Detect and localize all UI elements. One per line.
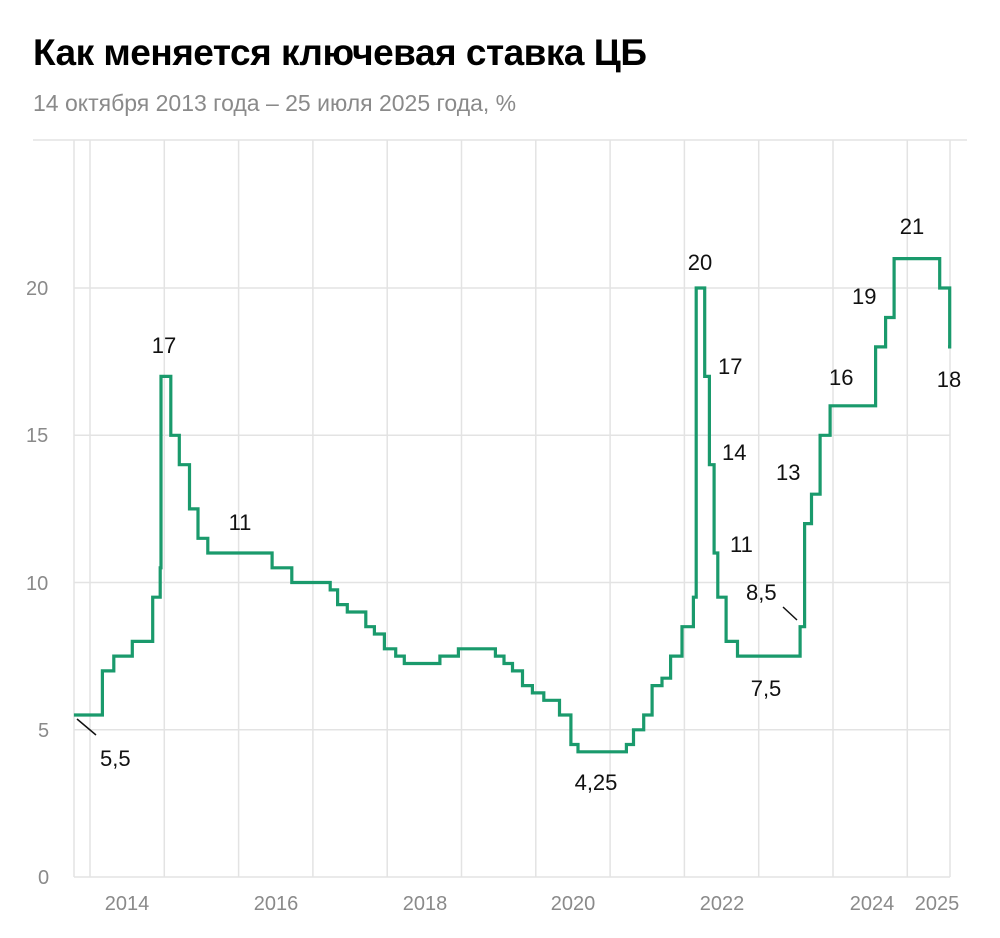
x-tick-label: 2018 [403,893,448,915]
annotation-label: 18 [937,367,961,392]
y-tick-label: 5 [38,720,49,742]
annotation-label: 16 [829,365,853,390]
y-tick-label: 0 [38,867,49,889]
leader-line [782,606,798,621]
annotation-label: 11 [229,510,252,535]
x-axis: 2014 2016 2018 2020 2022 2024 2025 [105,893,960,915]
annotations: 5,5 17 11 4,25 20 17 14 11 8,5 7,5 13 16… [76,214,961,795]
annotation-label: 21 [900,214,924,239]
annotation-label: 7,5 [751,676,782,701]
annotation-label: 13 [776,460,800,485]
annotation-label: 19 [852,284,876,309]
chart-title: Как меняется ключевая ставка ЦБ [33,32,647,73]
x-tick-label: 2020 [551,893,596,915]
x-tick-label: 2016 [254,893,299,915]
x-tick-label: 2024 [850,893,895,915]
y-tick-label: 15 [26,425,48,447]
y-tick-label: 10 [26,573,48,595]
x-tick-label: 2025 [915,893,960,915]
annotation-label: 17 [152,333,176,358]
annotation-label: 20 [688,250,712,275]
annotation-label: 4,25 [575,770,618,795]
chart-subtitle: 14 октября 2013 года – 25 июля 2025 года… [33,90,517,116]
gridlines [33,139,967,878]
annotation-label: 17 [718,354,742,379]
x-tick-label: 2022 [700,893,745,915]
y-axis: 0 5 10 15 20 [26,278,49,889]
annotation-label: 8,5 [746,580,777,605]
annotation-label: 14 [722,440,746,465]
leader-line [76,718,97,736]
annotation-label: 5,5 [100,746,131,771]
x-tick-label: 2014 [105,893,150,915]
key-rate-line [73,257,952,754]
y-tick-label: 20 [26,278,48,300]
annotation-label: 11 [730,532,753,557]
